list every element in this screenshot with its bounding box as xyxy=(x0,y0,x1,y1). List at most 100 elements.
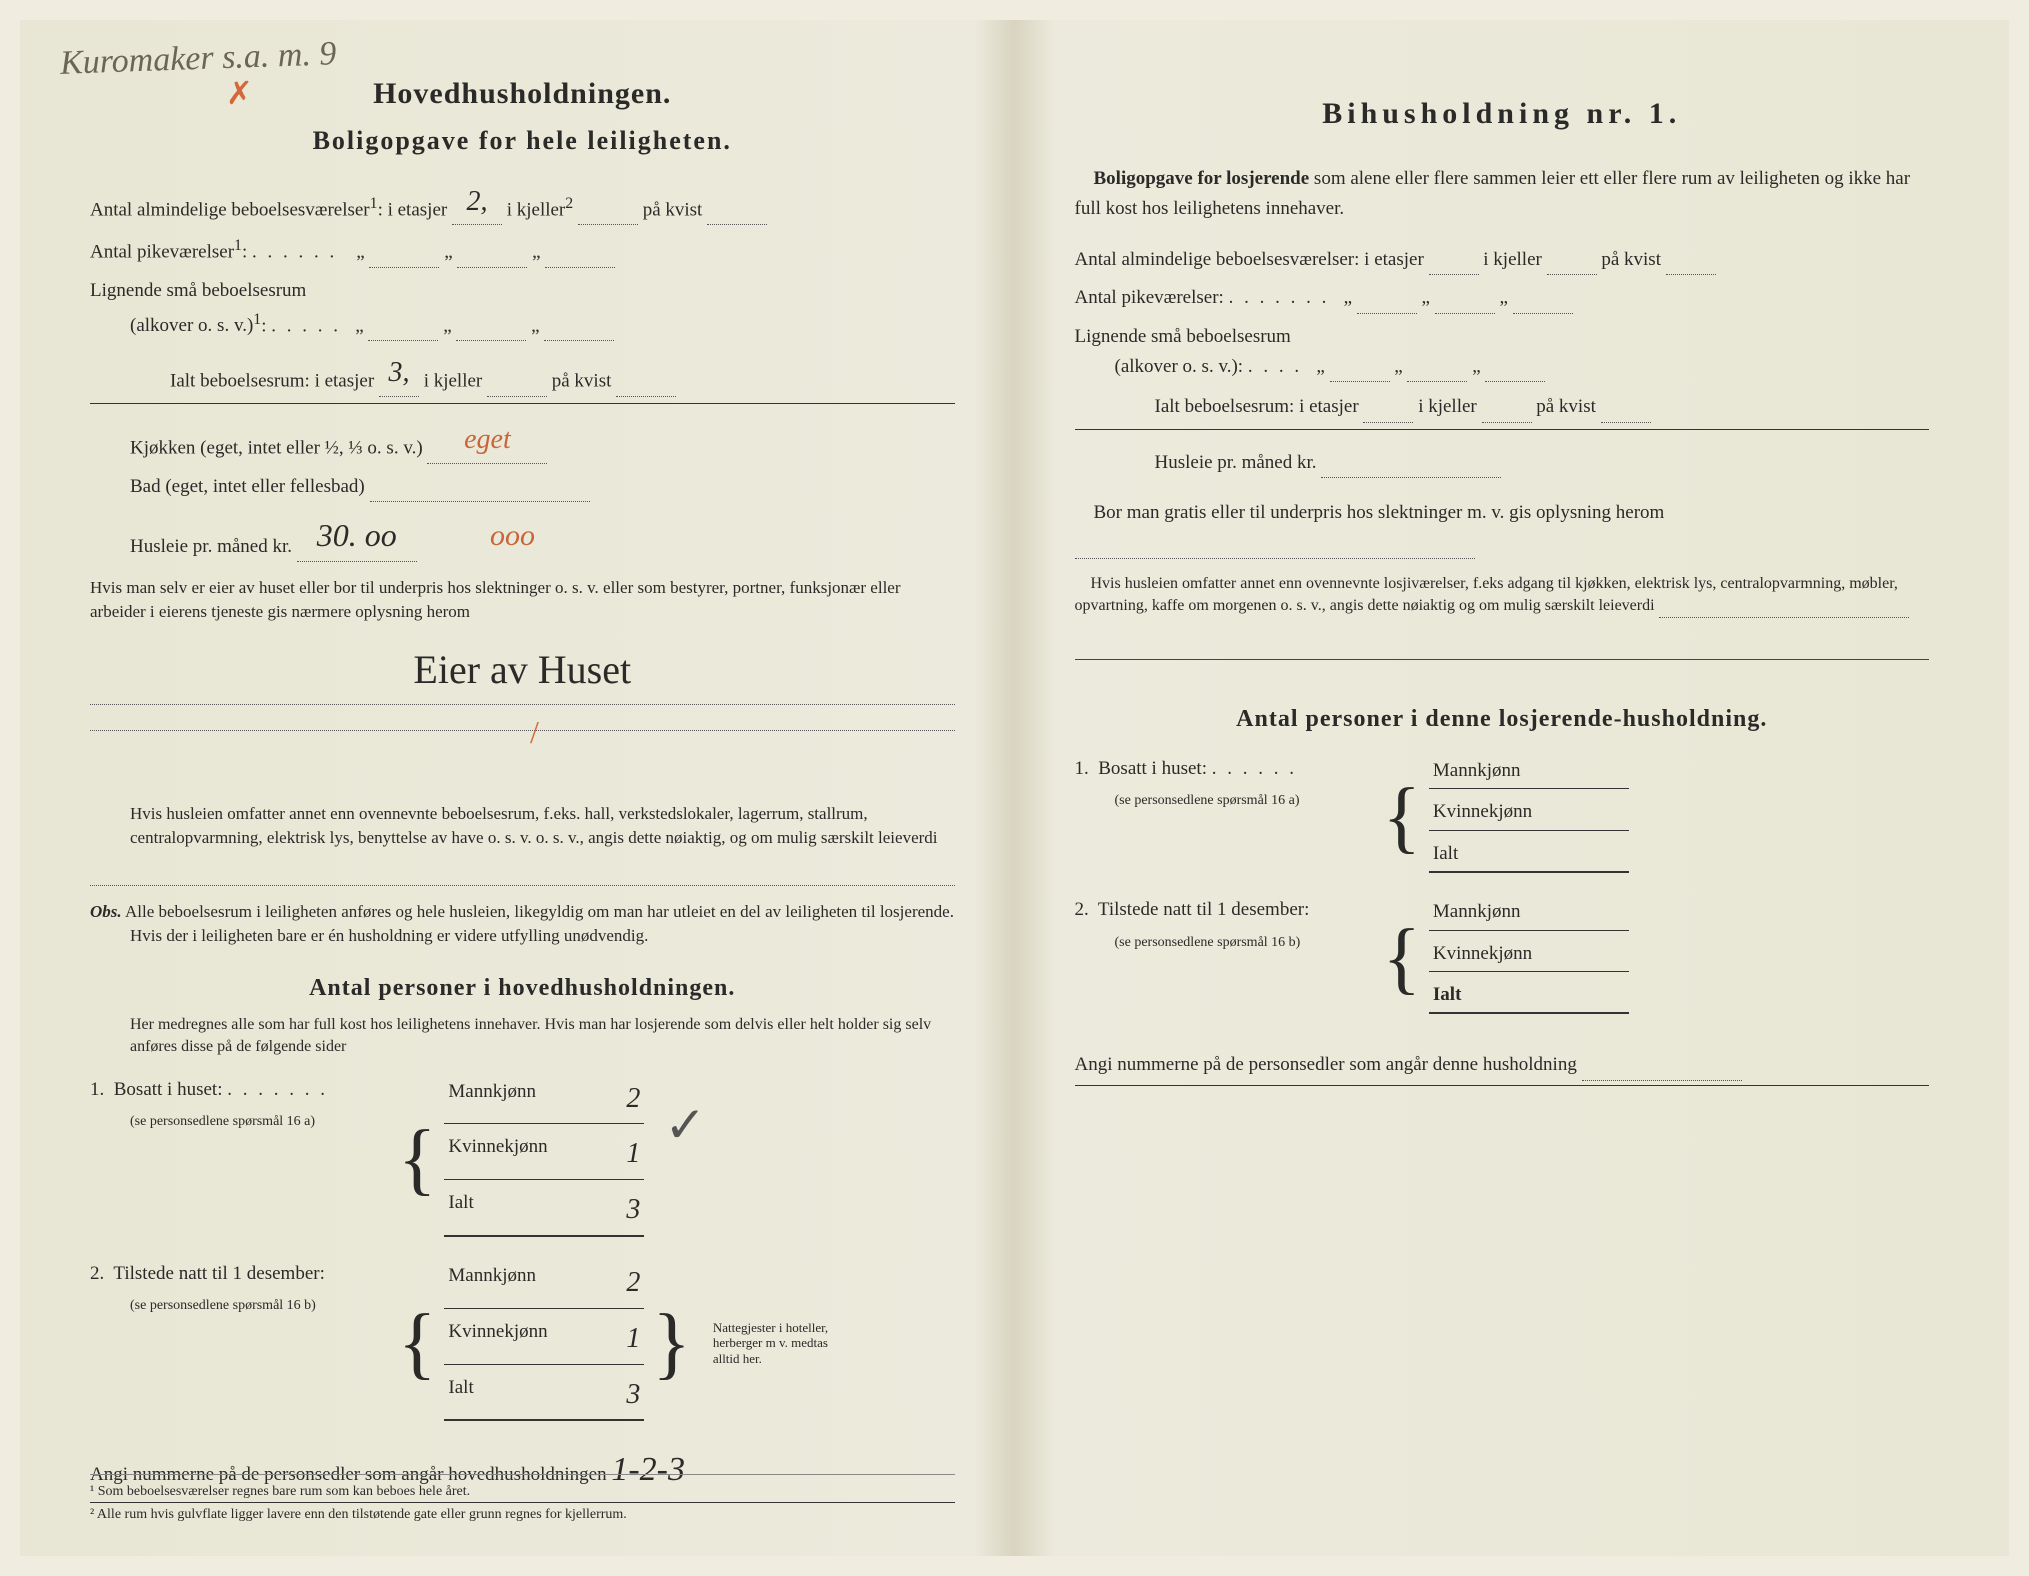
q-values: Mannkjønn Kvinnekjønn Ialt xyxy=(1429,895,1629,1020)
owner-handwritten: Eier av Huset xyxy=(90,638,955,705)
label: Antal almindelige beboelsesværelser: i e… xyxy=(1075,249,1424,270)
blank xyxy=(1620,797,1625,827)
obs-block: Obs. Alle beboelsesrum i leiligheten anf… xyxy=(90,900,955,948)
footnote-2: ² Alle rum hvis gulvflate ligger lavere … xyxy=(90,1504,955,1526)
label: Bosatt i huset: xyxy=(114,1079,223,1100)
ditto: „ xyxy=(355,315,363,336)
q1-values: Mannkjønn2 Kvinnekjønn1 Ialt3 xyxy=(444,1075,644,1243)
blank xyxy=(1582,1080,1742,1081)
ditto: „ xyxy=(531,315,539,336)
r-row2: Antal pikeværelser: . . . . . . . „ „ „ xyxy=(1075,283,1930,313)
question-2: 2. Tilstede natt til 1 desember: (se per… xyxy=(90,1259,955,1427)
sup: 2 xyxy=(565,195,573,212)
label: Bosatt i huset: xyxy=(1098,758,1207,779)
blank xyxy=(368,340,438,341)
section-persons: Antal personer i hovedhusholdningen. xyxy=(90,969,955,1007)
r-gratis: Bor man gratis eller til underpris hos s… xyxy=(1075,498,1930,559)
rule xyxy=(90,709,955,731)
num: 2. xyxy=(90,1263,104,1284)
r-summary: Ialt beboelsesrum: i etasjer i kjeller p… xyxy=(1075,392,1930,429)
left-page: Kuromaker s.a. m. 9 ✗ Hovedhusholdningen… xyxy=(20,20,1015,1556)
ditto: „ xyxy=(1316,356,1324,377)
blank xyxy=(1666,274,1716,275)
blank xyxy=(1547,274,1597,275)
value: 3 xyxy=(626,1373,640,1418)
r-final: Angi nummerne på de personsedler som ang… xyxy=(1075,1050,1930,1085)
label: Antal pikeværelser xyxy=(90,242,234,263)
dots: . . . . . . xyxy=(1212,758,1297,779)
label: i kjeller xyxy=(424,371,483,392)
blank xyxy=(1620,897,1625,927)
sub: (se personsedlene spørsmål 16 b) xyxy=(1075,935,1301,950)
blank xyxy=(456,340,526,341)
q2-left: 2. Tilstede natt til 1 desember: (se per… xyxy=(90,1259,390,1320)
label: i kjeller xyxy=(1483,249,1542,270)
label: Tilstede natt til 1 desember: xyxy=(1098,899,1309,920)
label: Mannkjønn xyxy=(448,1261,536,1306)
section-note: Her medregnes alle som har full kost hos… xyxy=(90,1014,955,1059)
row-bedrooms: Antal almindelige beboelsesværelser1: i … xyxy=(90,180,955,226)
label: Angi nummerne på de personsedler som ang… xyxy=(1075,1054,1577,1075)
blank xyxy=(1407,381,1467,382)
red-mark-icon: ✗ xyxy=(226,68,253,119)
r-q2: 2. Tilstede natt til 1 desember: (se per… xyxy=(1075,895,1930,1020)
dots: . . . . . xyxy=(271,315,341,336)
label: Lignende små beboelsesrum xyxy=(1075,326,1291,347)
r-note: Hvis husleien omfatter annet enn ovennev… xyxy=(1075,573,1930,618)
ditto: „ xyxy=(1499,287,1507,308)
blank-kjeller xyxy=(578,224,638,225)
value: 2 xyxy=(626,1077,640,1122)
value: 3, xyxy=(379,351,419,397)
blank xyxy=(1363,422,1413,423)
num: 1. xyxy=(1075,758,1089,779)
blank xyxy=(1620,939,1625,969)
ditto: „ xyxy=(1344,287,1352,308)
blank xyxy=(1659,617,1909,618)
value: 3 xyxy=(626,1188,640,1233)
label: Antal almindelige beboelsesværelser xyxy=(90,199,370,220)
label: Ialt xyxy=(448,1188,473,1233)
ditto: „ xyxy=(1472,356,1480,377)
right-title: Bihusholdning nr. 1. xyxy=(1075,90,1930,138)
side-note: Nattegjester i hoteller, herberger m v. … xyxy=(713,1320,853,1367)
ditto: „ xyxy=(532,242,540,263)
blank xyxy=(545,267,615,268)
label: Mannkjønn xyxy=(448,1077,536,1122)
label: Tilstede natt til 1 desember: xyxy=(113,1263,324,1284)
q2-values: Mannkjønn2 Kvinnekjønn1 Ialt3 xyxy=(444,1259,644,1427)
brace-icon: { xyxy=(398,1311,436,1375)
value-kitchen: eget xyxy=(427,418,547,464)
footnote-1: ¹ Som beboelsesværelser regnes bare rum … xyxy=(90,1481,955,1503)
blank xyxy=(1482,422,1532,423)
note-owner: Hvis man selv er eier av huset eller bor… xyxy=(90,576,955,624)
sub: (se personsedlene spørsmål 16 a) xyxy=(90,1114,315,1129)
blank xyxy=(1429,274,1479,275)
value: 1 xyxy=(626,1132,640,1177)
label: på kvist xyxy=(1536,396,1596,417)
label: i kjeller xyxy=(1418,396,1477,417)
label: Husleie pr. måned kr. xyxy=(1155,452,1317,473)
q1-left: 1. Bosatt i huset: . . . . . . . (se per… xyxy=(90,1075,390,1136)
checkmark-icon: ✓ xyxy=(664,1085,706,1165)
main-title: Hovedhusholdningen. xyxy=(90,70,955,118)
label: Husleie pr. måned kr. xyxy=(130,536,292,557)
sub: (se personsedlene spørsmål 16 b) xyxy=(90,1298,316,1313)
label: Kvinnekjønn xyxy=(1433,939,1532,969)
value-rent: 30. oo xyxy=(297,510,417,562)
blank xyxy=(1513,313,1573,314)
note-extras: Hvis husleien omfatter annet enn ovennev… xyxy=(90,802,955,850)
r-row3: Lignende små beboelsesrum (alkover o. s.… xyxy=(1075,322,1930,383)
label: i kjeller xyxy=(507,199,566,220)
blank-kvist xyxy=(707,224,767,225)
dots: . . . . xyxy=(1248,356,1302,377)
blank xyxy=(1435,313,1495,314)
rule xyxy=(90,864,955,886)
label: Antal pikeværelser: xyxy=(1075,287,1224,308)
label: Ialt beboelsesrum: i etasjer xyxy=(1155,396,1359,417)
q-left: 2. Tilstede natt til 1 desember: (se per… xyxy=(1075,895,1375,956)
brace-icon: { xyxy=(1383,785,1421,849)
right-page: Bihusholdning nr. 1. Boligopgave for los… xyxy=(1015,20,2010,1556)
blank xyxy=(457,267,527,268)
lead-para: Boligopgave for losjerende som alene ell… xyxy=(1075,164,1930,225)
value-etasjer: 2, xyxy=(452,180,502,226)
